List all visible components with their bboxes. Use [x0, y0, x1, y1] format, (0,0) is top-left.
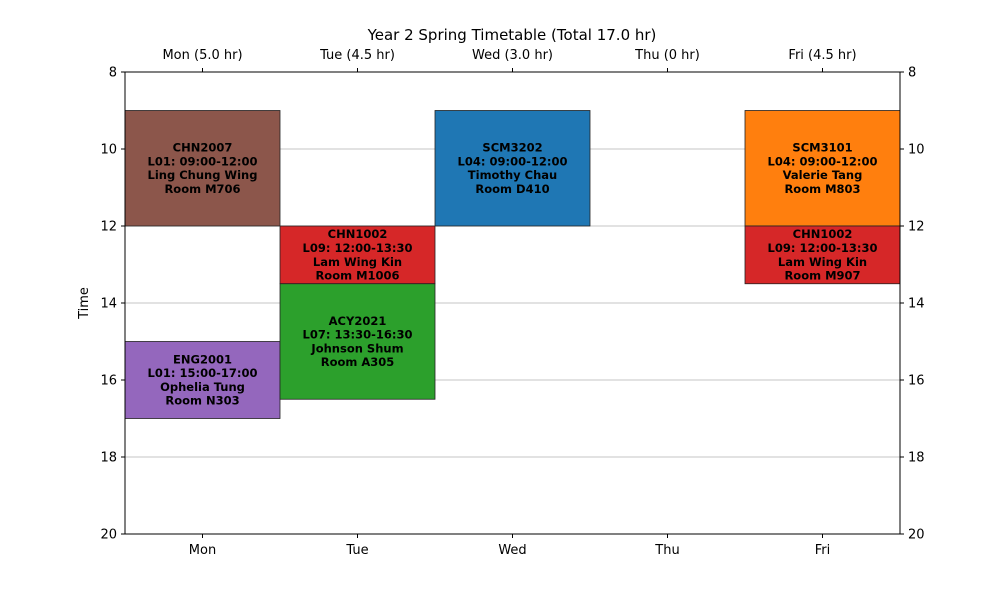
- course-block-line: Johnson Shum: [310, 341, 403, 355]
- y-tick-label-left: 20: [100, 528, 117, 543]
- course-block-rect: [124, 110, 281, 227]
- course-block-line: Room M706: [164, 182, 240, 196]
- x-tick-label-top: Mon (5.0 hr): [162, 48, 242, 63]
- course-block-line: L09: 12:00-13:30: [768, 241, 878, 255]
- course-block-line: SCM3101: [792, 141, 852, 155]
- course-block-line: Room M1006: [315, 269, 399, 283]
- x-tick-label-day: Fri: [815, 543, 831, 558]
- y-tick-label-right: 8: [908, 66, 916, 81]
- course-block-line: Lam Wing Kin: [313, 255, 402, 269]
- y-tick-label-left: 10: [100, 143, 117, 158]
- y-axis-label: Time: [77, 287, 92, 320]
- course-block-line: Valerie Tang: [783, 168, 863, 182]
- course-block-line: ACY2021: [329, 314, 387, 328]
- y-tick-label-right: 10: [908, 143, 925, 158]
- x-tick-label-day: Thu: [654, 543, 679, 558]
- y-tick-label-left: 18: [100, 451, 117, 466]
- course-block-rect: [744, 225, 901, 285]
- course-block-line: SCM3202: [482, 141, 542, 155]
- y-tick-label-left: 8: [109, 66, 117, 81]
- x-tick-label-top: Thu (0 hr): [634, 48, 700, 63]
- course-block-line: L01: 09:00-12:00: [148, 154, 258, 168]
- course-block-line: CHN2007: [173, 141, 233, 155]
- course-block-rect: [744, 110, 901, 227]
- course-block-rect: [434, 110, 591, 227]
- course-block-line: L09: 12:00-13:30: [303, 241, 413, 255]
- course-block-line: Ling Chung Wing: [148, 168, 258, 182]
- y-tick-label-left: 16: [100, 374, 117, 389]
- tick-layer: 8 8 10 10 12 12 14 14 16 16 18 18 20 20 Mon Mon (5.0 hr…: [100, 48, 924, 558]
- x-tick-label-day: Tue: [345, 543, 368, 558]
- course-block-line: Room A305: [321, 355, 395, 369]
- course-block-line: ENG2001: [173, 352, 232, 366]
- course-block-line: L01: 15:00-17:00: [148, 366, 258, 380]
- course-block-rect: [279, 283, 436, 400]
- y-tick-label-right: 12: [908, 220, 925, 235]
- x-tick-label-day: Mon: [189, 543, 216, 558]
- course-block-line: Room D410: [475, 182, 549, 196]
- course-block-line: CHN1002: [793, 227, 853, 241]
- course-block-line: Ophelia Tung: [160, 380, 245, 394]
- course-block-line: L04: 09:00-12:00: [458, 154, 568, 168]
- course-block-line: Timothy Chau: [468, 168, 557, 182]
- course-block-line: L07: 13:30-16:30: [303, 328, 413, 342]
- x-tick-label-day: Wed: [498, 543, 526, 558]
- chart-title: Year 2 Spring Timetable (Total 17.0 hr): [367, 26, 657, 44]
- course-block-line: Room M907: [784, 269, 860, 283]
- course-block-line: Room M803: [784, 182, 860, 196]
- course-block-rect: [279, 225, 436, 285]
- x-tick-label-top: Tue (4.5 hr): [319, 48, 395, 63]
- x-tick-label-top: Wed (3.0 hr): [472, 48, 553, 63]
- course-block-line: CHN1002: [328, 227, 388, 241]
- y-tick-label-right: 20: [908, 528, 925, 543]
- course-block-line: Room N303: [165, 394, 239, 408]
- y-tick-label-right: 16: [908, 374, 925, 389]
- course-block-line: L04: 09:00-12:00: [768, 154, 878, 168]
- y-tick-label-right: 18: [908, 451, 925, 466]
- course-block-line: Lam Wing Kin: [778, 255, 867, 269]
- y-tick-label-left: 12: [100, 220, 117, 235]
- x-tick-label-top: Fri (4.5 hr): [788, 48, 856, 63]
- y-tick-label-right: 14: [908, 297, 925, 312]
- y-tick-label-left: 14: [100, 297, 117, 312]
